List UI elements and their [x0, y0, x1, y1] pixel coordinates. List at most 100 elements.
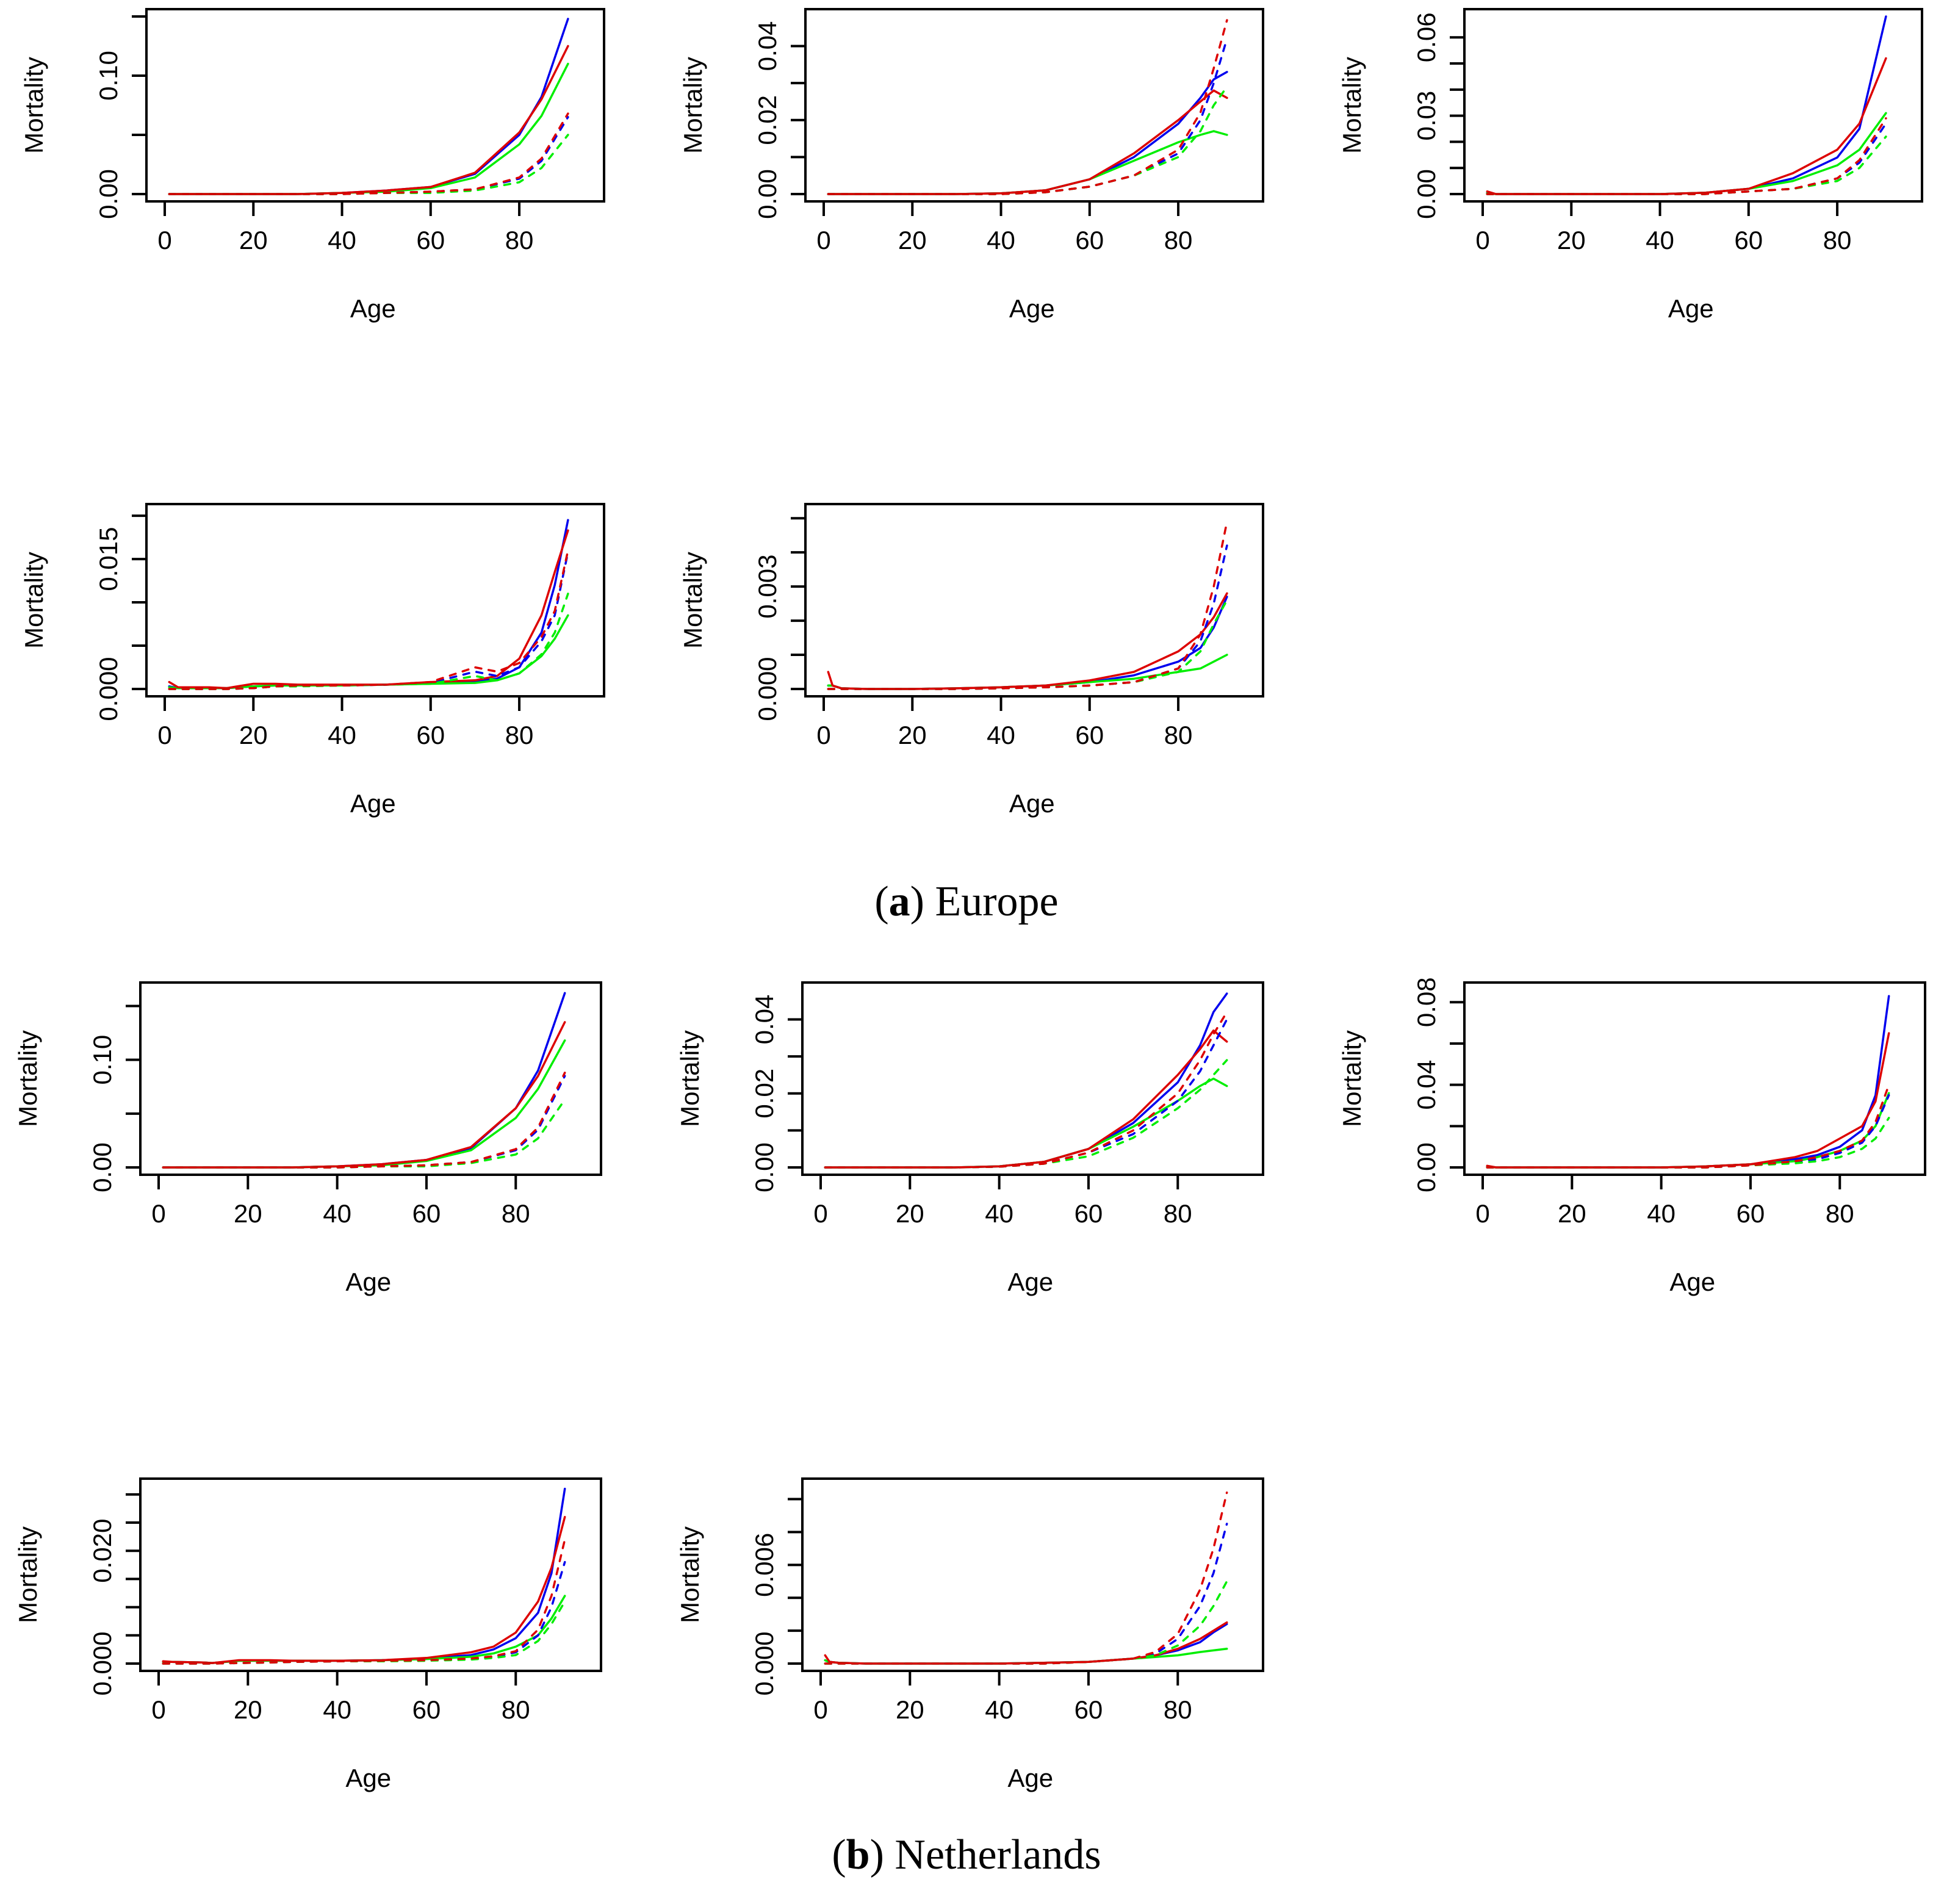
y-tick-label: 0.04 — [753, 21, 782, 71]
series-line-green-dashed — [162, 1098, 566, 1169]
x-tick-label: 20 — [896, 1199, 924, 1228]
series-line-blue-dashed — [162, 1075, 566, 1169]
x-tick-label: 20 — [234, 1695, 262, 1724]
series-line-red-solid — [162, 1516, 566, 1664]
x-tick-label: 60 — [412, 1199, 441, 1228]
x-tick-label: 60 — [1074, 1199, 1103, 1228]
x-tick-label: 0 — [157, 721, 171, 749]
plot-frame — [1463, 8, 1923, 203]
x-tick-label: 60 — [1075, 226, 1104, 254]
series-line-green-solid — [162, 1039, 566, 1169]
series-line-red-dashed — [827, 19, 1228, 195]
x-tick-label: 20 — [1557, 226, 1586, 254]
y-tick-label: 0.10 — [88, 1035, 117, 1085]
series-line-red-solid — [162, 1021, 566, 1169]
series-line-red-solid — [168, 45, 569, 195]
x-tick-label: 80 — [1164, 1695, 1192, 1724]
y-tick-label: 0.04 — [750, 995, 779, 1045]
series-line-blue-dashed — [827, 37, 1228, 195]
plot-frame — [145, 8, 605, 203]
series-line-red-dashed — [824, 1491, 1228, 1665]
y-tick-label: 0.00 — [94, 169, 123, 219]
y-tick-label: 0.020 — [88, 1519, 117, 1583]
x-tick-label: 40 — [985, 1695, 1013, 1724]
series-line-blue-solid — [168, 18, 569, 195]
x-tick-label: 20 — [898, 721, 927, 749]
x-tick-label: 0 — [151, 1695, 165, 1724]
x-tick-label: 80 — [1823, 226, 1852, 254]
y-tick-label: 0.006 — [750, 1533, 779, 1597]
x-tick-label: 60 — [412, 1695, 441, 1724]
x-tick-label: 80 — [1164, 1199, 1192, 1228]
series-line-blue-dashed — [168, 116, 569, 195]
y-tick-label: 0.00 — [753, 169, 782, 219]
series-line-blue-solid — [827, 71, 1228, 195]
x-tick-label: 60 — [1737, 1199, 1765, 1228]
x-tick-label: 60 — [416, 226, 445, 254]
x-axis-label: Age — [1668, 294, 1714, 323]
y-tick-label: 0.04 — [1412, 1060, 1441, 1110]
y-tick-label: 0.00 — [1412, 169, 1441, 219]
x-tick-label: 0 — [157, 226, 171, 254]
series-line-red-solid — [827, 89, 1228, 195]
series-line-blue-dashed — [827, 544, 1228, 690]
series-line-red-solid — [824, 1029, 1228, 1169]
x-tick-label: 20 — [239, 721, 268, 749]
y-tick-label: 0.000 — [750, 1631, 779, 1695]
series-line-red-dashed — [1486, 1083, 1890, 1169]
x-axis-label: Age — [1007, 1268, 1053, 1296]
plot-frame — [139, 981, 602, 1176]
y-tick-label: 0.003 — [753, 555, 782, 619]
chart-panel-6: 0 20 40 60 80 0.00 0.10 Age Mortality — [13, 981, 602, 1296]
series-line-red-solid — [824, 1621, 1228, 1665]
series-line-red-dashed — [824, 1011, 1228, 1169]
series-line-red-solid — [1486, 57, 1887, 195]
x-tick-label: 60 — [416, 721, 445, 749]
caption-b-text: Netherlands — [895, 1831, 1101, 1878]
plot-frame — [801, 981, 1264, 1176]
series-line-green-dashed — [168, 593, 569, 690]
x-tick-label: 80 — [1164, 721, 1193, 749]
y-axis-label: Mortality — [679, 552, 707, 649]
x-tick-label: 40 — [323, 1695, 351, 1724]
x-tick-label: 20 — [1558, 1199, 1586, 1228]
x-tick-label: 60 — [1075, 721, 1104, 749]
series-line-blue-solid — [162, 992, 566, 1169]
chart-panel-1: 0 20 40 60 80 0.00 0.10 Age Mortality — [20, 8, 605, 323]
x-tick-label: 20 — [896, 1695, 924, 1724]
y-tick-label: 0.000 — [753, 657, 782, 721]
plot-frame — [139, 1477, 602, 1672]
x-tick-label: 0 — [813, 1695, 827, 1724]
y-axis-label: Mortality — [679, 57, 707, 154]
caption-b: (b) Netherlands — [832, 1831, 1101, 1878]
caption-a-letter: a — [888, 878, 910, 925]
series-line-red-dashed — [168, 112, 569, 195]
y-axis-label: Mortality — [675, 1030, 704, 1127]
y-tick-label: 0.00 — [1412, 1142, 1441, 1192]
chart-panel-4: 0 20 40 60 80 0.000 0.015 Age Mortality — [20, 503, 605, 818]
series-line-blue-solid — [824, 1623, 1228, 1665]
x-tick-label: 40 — [1647, 1199, 1676, 1228]
chart-panel-5: 0 20 40 60 80 0.000 0.003 Age Mortality — [679, 503, 1264, 818]
y-tick-label: 0.015 — [94, 527, 123, 591]
chart-panel-8: 0 20 40 60 80 0.00 0.04 0.08 Age Mortality — [1337, 977, 1926, 1296]
y-axis-label: Mortality — [13, 1030, 42, 1127]
x-tick-label: 40 — [987, 721, 1015, 749]
series-line-green-solid — [168, 62, 569, 195]
plot-frame — [804, 503, 1264, 698]
series-line-green-dashed — [827, 599, 1228, 690]
plot-frame — [801, 1477, 1264, 1672]
x-axis-label: Age — [1009, 294, 1055, 323]
series-line-red-solid — [168, 529, 569, 690]
series-line-red-dashed — [162, 1538, 566, 1665]
series-line-blue-solid — [162, 1487, 566, 1664]
plot-frame — [804, 8, 1264, 203]
series-line-blue-solid — [1486, 15, 1887, 195]
x-axis-label: Age — [350, 789, 396, 818]
series-line-blue-dashed — [824, 1523, 1228, 1665]
y-tick-label: 0.08 — [1412, 977, 1441, 1027]
x-axis-label: Age — [350, 294, 396, 323]
x-tick-label: 80 — [505, 721, 534, 749]
series-line-blue-dashed — [1486, 1094, 1890, 1169]
